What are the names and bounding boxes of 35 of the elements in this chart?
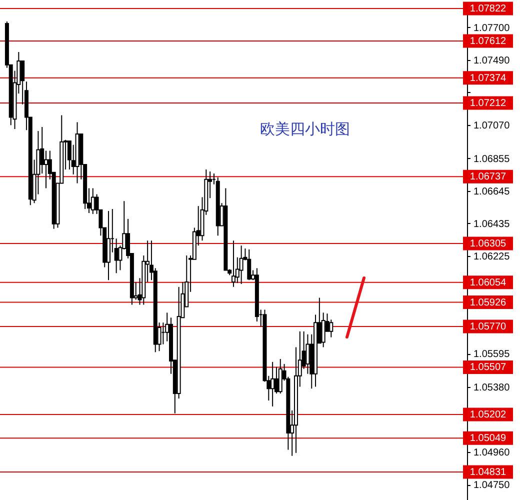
y-tick-label: 1.06435 [474, 218, 510, 230]
y-tick-label: 1.06855 [474, 154, 510, 165]
ref-line-label: 1.07374 [470, 72, 507, 84]
ref-line-label: 1.07612 [470, 36, 507, 48]
text: 欧美四小时图 [260, 120, 350, 138]
candlestick [306, 334, 310, 374]
y-tick-label: 1.05595 [474, 349, 510, 360]
ref-line-label: 1.04831 [470, 466, 507, 478]
ref-line-label: 1.07212 [470, 98, 507, 109]
candlestick [90, 188, 95, 214]
y-tick-label: 1.04960 [474, 447, 510, 458]
ref-line-label: 1.05049 [470, 433, 507, 444]
y-tick-label: 1.04750 [474, 480, 510, 492]
candlestick [106, 210, 111, 281]
y-tick-label: 1.07490 [474, 55, 510, 66]
candlestick [232, 240, 236, 288]
ref-line-label: 1.05202 [470, 409, 507, 420]
ref-line-label: 1.05507 [470, 362, 507, 374]
candlestick [278, 358, 282, 394]
ref-line-label: 1.05770 [470, 321, 507, 332]
ref-line-label: 1.06054 [470, 277, 507, 288]
y-tick-label: 1.06645 [474, 186, 510, 198]
candlestick [329, 319, 334, 338]
y-tick-label: 1.05380 [474, 382, 510, 394]
ref-line-label: 1.06305 [470, 238, 507, 250]
candlestick [247, 248, 252, 281]
ref-line-label: 1.05926 [470, 297, 507, 308]
y-tick-label: 1.07070 [474, 120, 510, 132]
ref-line-label: 1.06737 [470, 172, 507, 183]
candlestick [270, 361, 275, 407]
y-tick-label: 1.06225 [474, 251, 510, 262]
candlestick [239, 245, 244, 284]
y-tick-label: 1.07700 [474, 22, 510, 34]
candlestick [44, 150, 48, 189]
ref-line-label: 1.07822 [470, 3, 507, 14]
